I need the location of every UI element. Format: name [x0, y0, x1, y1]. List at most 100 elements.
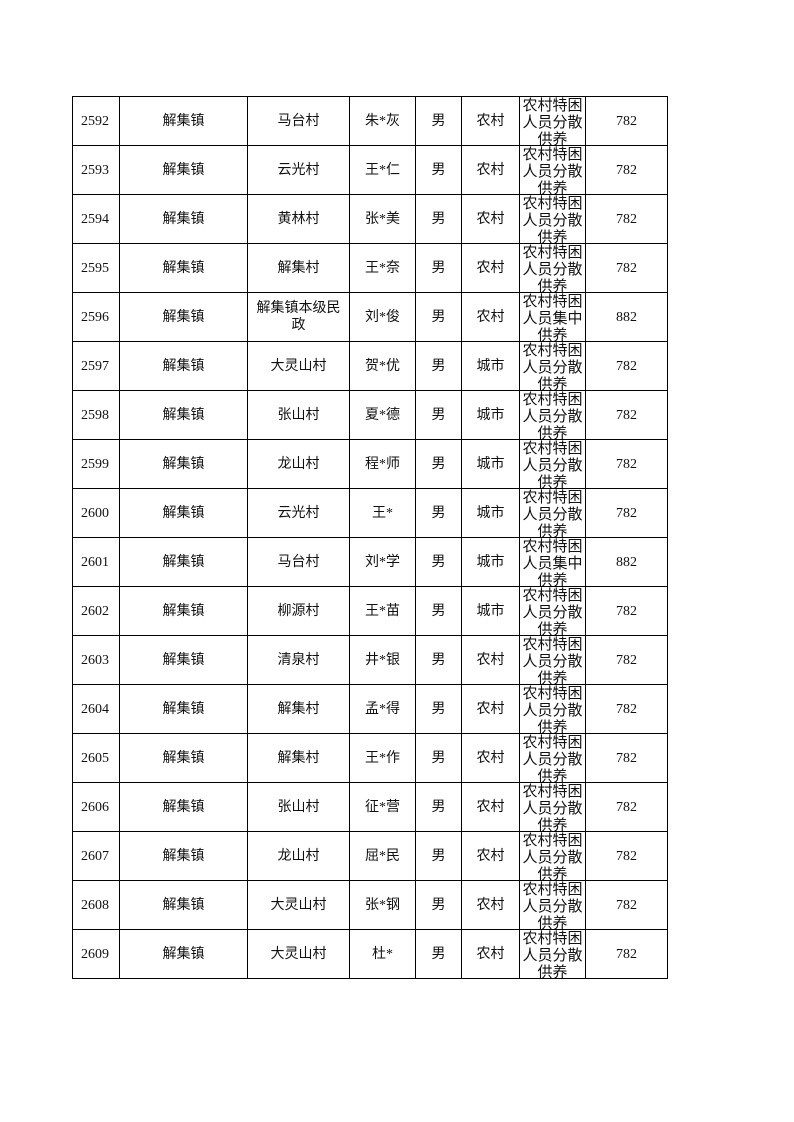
gender: 男: [416, 489, 461, 537]
person-name: 王*: [350, 489, 415, 537]
support-category: 农村特困人员分散供养: [520, 146, 585, 194]
area-type: 农村: [462, 146, 519, 194]
amount: 782: [586, 489, 667, 537]
amount: 782: [586, 342, 667, 390]
row-number: 2601: [73, 538, 119, 586]
support-category: 农村特困人员分散供养: [520, 195, 585, 243]
person-name: 孟*得: [350, 685, 415, 733]
town: 解集镇: [120, 685, 247, 733]
support-category: 农村特困人员分散供养: [520, 685, 585, 733]
village: 大灵山村: [248, 930, 349, 978]
gender: 男: [416, 783, 461, 831]
support-category: 农村特困人员分散供养: [520, 734, 585, 782]
amount: 782: [586, 244, 667, 292]
gender: 男: [416, 832, 461, 880]
amount: 782: [586, 391, 667, 439]
gender: 男: [416, 881, 461, 929]
support-category: 农村特困人员分散供养: [520, 489, 585, 537]
amount: 782: [586, 930, 667, 978]
support-category: 农村特困人员分散供养: [520, 391, 585, 439]
person-name: 屈*民: [350, 832, 415, 880]
support-category: 农村特困人员集中供养: [520, 538, 585, 586]
person-name: 王*仁: [350, 146, 415, 194]
area-type: 农村: [462, 685, 519, 733]
village: 清泉村: [248, 636, 349, 684]
town: 解集镇: [120, 832, 247, 880]
town: 解集镇: [120, 342, 247, 390]
gender: 男: [416, 293, 461, 341]
row-number: 2596: [73, 293, 119, 341]
row-number: 2608: [73, 881, 119, 929]
row-number: 2607: [73, 832, 119, 880]
area-type: 农村: [462, 783, 519, 831]
village: 龙山村: [248, 832, 349, 880]
row-number: 2597: [73, 342, 119, 390]
row-number: 2600: [73, 489, 119, 537]
town: 解集镇: [120, 391, 247, 439]
village: 云光村: [248, 489, 349, 537]
gender: 男: [416, 146, 461, 194]
village: 大灵山村: [248, 881, 349, 929]
amount: 882: [586, 538, 667, 586]
village: 云光村: [248, 146, 349, 194]
area-type: 城市: [462, 538, 519, 586]
person-name: 征*营: [350, 783, 415, 831]
village: 龙山村: [248, 440, 349, 488]
support-category: 农村特困人员分散供养: [520, 636, 585, 684]
area-type: 农村: [462, 832, 519, 880]
area-type: 城市: [462, 440, 519, 488]
town: 解集镇: [120, 244, 247, 292]
support-category: 农村特困人员分散供养: [520, 587, 585, 635]
person-name: 杜*: [350, 930, 415, 978]
area-type: 农村: [462, 244, 519, 292]
village: 马台村: [248, 97, 349, 145]
area-type: 农村: [462, 636, 519, 684]
gender: 男: [416, 342, 461, 390]
town: 解集镇: [120, 734, 247, 782]
town: 解集镇: [120, 930, 247, 978]
row-number: 2598: [73, 391, 119, 439]
village: 张山村: [248, 783, 349, 831]
support-category: 农村特困人员分散供养: [520, 244, 585, 292]
row-number: 2609: [73, 930, 119, 978]
person-name: 夏*德: [350, 391, 415, 439]
gender: 男: [416, 636, 461, 684]
row-number: 2599: [73, 440, 119, 488]
person-name: 张*钢: [350, 881, 415, 929]
amount: 782: [586, 636, 667, 684]
area-type: 农村: [462, 881, 519, 929]
area-type: 农村: [462, 97, 519, 145]
person-name: 王*苗: [350, 587, 415, 635]
village: 解集村: [248, 685, 349, 733]
person-name: 王*奈: [350, 244, 415, 292]
row-number: 2606: [73, 783, 119, 831]
gender: 男: [416, 538, 461, 586]
row-number: 2602: [73, 587, 119, 635]
village: 柳源村: [248, 587, 349, 635]
row-number: 2605: [73, 734, 119, 782]
gender: 男: [416, 195, 461, 243]
gender: 男: [416, 685, 461, 733]
row-number: 2603: [73, 636, 119, 684]
amount: 782: [586, 832, 667, 880]
amount: 782: [586, 881, 667, 929]
support-category: 农村特困人员分散供养: [520, 342, 585, 390]
row-number: 2595: [73, 244, 119, 292]
row-number: 2594: [73, 195, 119, 243]
gender: 男: [416, 587, 461, 635]
town: 解集镇: [120, 636, 247, 684]
table: 2592 解集镇 马台村 朱*灰男农村 农村特困人员分散供养 782 2593 解集镇 云光村王…: [72, 96, 668, 979]
village: 解集镇本级民政: [248, 293, 349, 341]
town: 解集镇: [120, 440, 247, 488]
amount: 782: [586, 587, 667, 635]
amount: 782: [586, 685, 667, 733]
support-category: 农村特困人员分散供养: [520, 881, 585, 929]
support-category: 农村特困人员分散供养: [520, 97, 585, 145]
area-type: 农村: [462, 293, 519, 341]
person-name: 王*作: [350, 734, 415, 782]
amount: 782: [586, 146, 667, 194]
person-name: 刘*学: [350, 538, 415, 586]
amount: 882: [586, 293, 667, 341]
row-number: 2592: [73, 97, 119, 145]
